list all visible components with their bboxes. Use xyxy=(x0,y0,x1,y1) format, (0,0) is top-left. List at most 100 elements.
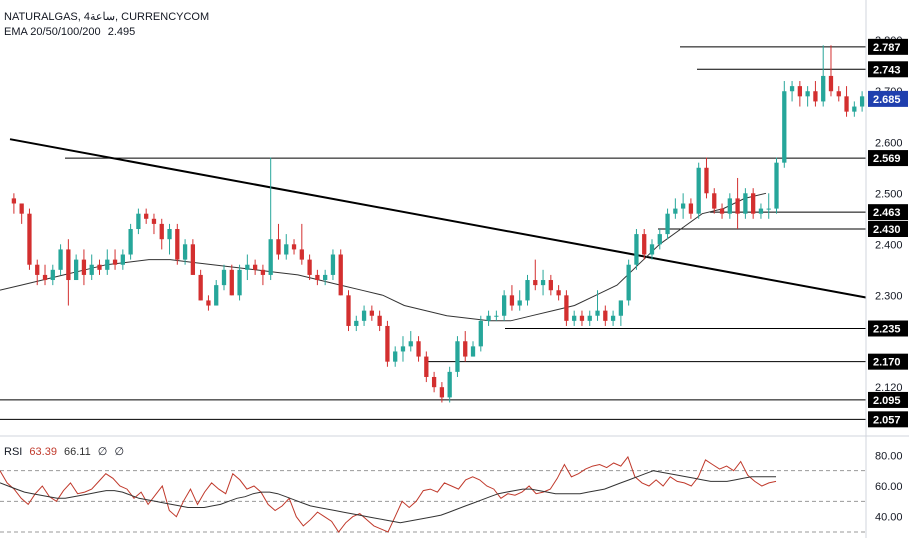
candle-body xyxy=(727,198,732,214)
candle-body xyxy=(136,213,141,229)
candle-body xyxy=(712,193,717,209)
candle-body xyxy=(572,315,577,321)
rsi-tick-label: 60.00 xyxy=(875,481,903,493)
level-tag-label: 2.569 xyxy=(873,153,901,165)
candle-body xyxy=(291,244,297,250)
level-tag: 2.235 xyxy=(868,320,908,337)
candle-body xyxy=(603,310,608,321)
candle-body xyxy=(408,341,413,347)
candle-body xyxy=(182,244,188,260)
candle-body xyxy=(564,295,569,321)
level-tag-label: 2.057 xyxy=(873,414,901,426)
candle-body xyxy=(354,320,359,326)
candle-body xyxy=(836,91,841,97)
level-tag: 2.057 xyxy=(868,411,908,428)
candle-body xyxy=(657,234,662,245)
candle-body xyxy=(260,269,266,275)
candle-body xyxy=(338,254,343,296)
level-tag-label: 2.095 xyxy=(873,395,901,407)
candle-body xyxy=(595,310,600,316)
candle-body xyxy=(144,213,149,219)
level-tag: 2.170 xyxy=(868,353,908,370)
level-tag-bg xyxy=(868,391,908,408)
level-tag: 2.430 xyxy=(868,221,908,237)
level-tag-bg xyxy=(868,411,908,428)
candle-body xyxy=(424,356,429,377)
current-price-bg xyxy=(868,90,908,107)
level-tag-label: 2.235 xyxy=(873,324,901,336)
candle-body xyxy=(447,371,452,398)
level-tag-bg xyxy=(868,61,908,78)
candle-body xyxy=(642,234,647,255)
candle-body xyxy=(610,315,616,321)
level-tag: 2.787 xyxy=(868,38,908,55)
candle-body xyxy=(782,91,787,163)
y-tick-label: 2.600 xyxy=(875,137,903,149)
level-tag-label: 2.430 xyxy=(873,224,901,236)
candle-body xyxy=(385,325,390,362)
candle-body xyxy=(361,310,367,321)
candle-body xyxy=(97,264,102,270)
candle-body xyxy=(525,280,530,301)
candle-body xyxy=(112,259,118,265)
level-tag-bg xyxy=(868,150,908,167)
candle-body xyxy=(556,290,561,296)
candle-body xyxy=(463,341,468,357)
current-price-tag: 2.685 xyxy=(868,90,908,107)
rsi-label: RSI xyxy=(4,446,23,458)
candle-body xyxy=(393,351,398,362)
candle-body xyxy=(369,310,374,316)
candle-body xyxy=(58,249,63,270)
level-tag: 2.743 xyxy=(868,61,908,78)
candle-body xyxy=(821,75,826,102)
level-tag-bg xyxy=(868,353,908,370)
candle-body xyxy=(221,269,227,286)
rsi-line xyxy=(0,455,777,533)
candle-body xyxy=(229,269,234,296)
ema-label: EMA 20/50/100/200 xyxy=(4,26,101,38)
candle-body xyxy=(400,346,406,352)
y-tick-label: 2.400 xyxy=(875,239,903,251)
rsi-value-2: 66.11 xyxy=(64,446,91,458)
level-tag: 2.463 xyxy=(868,204,908,221)
symbol-title: NATURALGAS, 4ساعة, CURRENCYCOM xyxy=(4,11,210,23)
candle-body xyxy=(455,341,460,372)
candle-body xyxy=(844,96,849,112)
candle-body xyxy=(74,259,79,281)
candles xyxy=(11,45,865,403)
candle-body xyxy=(66,249,71,281)
candle-body xyxy=(813,91,818,102)
rsi-ma-line xyxy=(0,470,776,524)
level-tag: 2.569 xyxy=(868,150,908,167)
candle-body xyxy=(416,341,421,357)
candle-body xyxy=(190,244,196,275)
level-tag-label: 2.743 xyxy=(873,64,901,76)
rsi-legend: RSI 63.39 66.11 ∅ ∅ xyxy=(4,445,124,458)
rsi-tick-label: 80.00 xyxy=(875,450,903,462)
candle-body xyxy=(120,254,125,265)
candle-body xyxy=(494,315,499,317)
rsi-extra-1: ∅ xyxy=(97,446,108,458)
candle-body xyxy=(486,315,491,321)
trendline xyxy=(9,138,867,299)
candle-body xyxy=(470,346,476,357)
rsi-value-1: 63.39 xyxy=(29,446,57,458)
candle-body xyxy=(649,244,655,255)
candle-body xyxy=(766,208,771,210)
candle-body xyxy=(27,213,32,265)
candle-body xyxy=(128,229,133,255)
level-tag-label: 2.787 xyxy=(873,42,901,54)
candle-body xyxy=(330,254,336,275)
candle-body xyxy=(307,259,312,275)
level-lines xyxy=(0,46,866,420)
candle-body xyxy=(509,295,515,306)
candle-body xyxy=(268,239,273,275)
y-tick-label: 2.300 xyxy=(875,290,903,302)
level-tag-bg xyxy=(868,204,908,221)
ema-value: 2.495 xyxy=(107,26,136,38)
y-tick-label: 2.500 xyxy=(875,188,903,200)
level-tag: 2.095 xyxy=(868,391,908,408)
candle-body xyxy=(159,223,164,240)
level-tag-label: 2.463 xyxy=(873,207,901,219)
